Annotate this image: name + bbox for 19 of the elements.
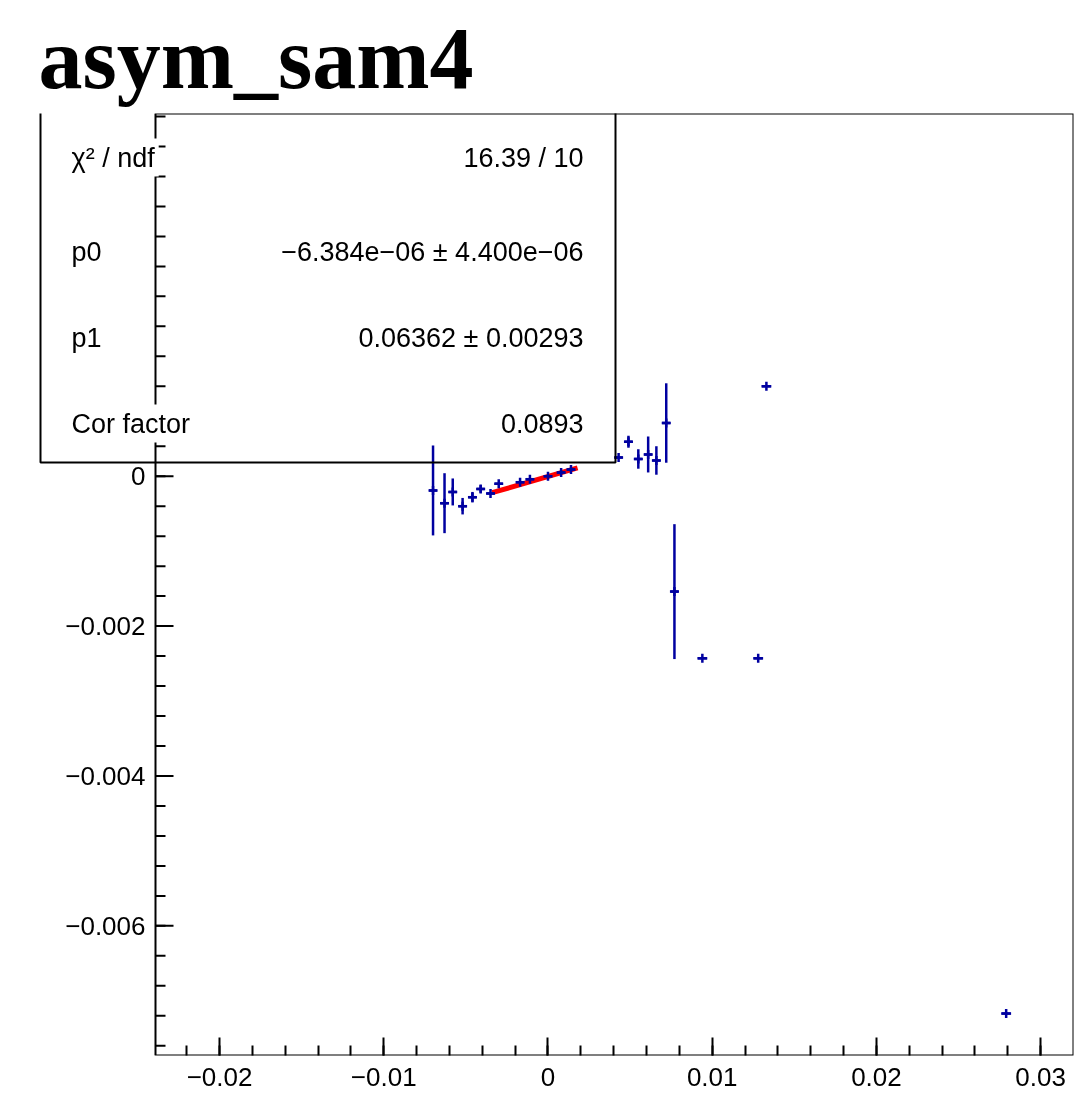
y-tick-label: 0 — [131, 461, 146, 492]
x-tick-label: −0.02 — [186, 1061, 253, 1092]
chart-title: asym_sam4 — [38, 9, 474, 107]
annotation: −6.384e−06 ± 4.400e−06 — [281, 236, 584, 267]
x-tick-label: 0 — [540, 1061, 556, 1092]
y-tick-label: −0.002 — [65, 611, 146, 642]
y-tick-label: −0.006 — [65, 910, 146, 941]
y-tick-label: −0.004 — [65, 760, 146, 791]
annotation: 16.39 / 10 — [463, 142, 584, 173]
annotation: 0.0893 — [500, 409, 584, 439]
x-tick-label: −0.01 — [350, 1061, 417, 1092]
x-tick-label: 0.02 — [851, 1061, 902, 1092]
text: χ² / ndf — [71, 142, 156, 173]
annotation: 0.06362 ± 0.00293 — [358, 322, 584, 353]
text: p0 — [71, 236, 102, 267]
x-tick-label: 0.01 — [686, 1061, 738, 1092]
x-tick-label: 0.03 — [1015, 1061, 1066, 1092]
annotation: Cor factor — [71, 408, 191, 439]
text: p1 — [71, 322, 102, 353]
